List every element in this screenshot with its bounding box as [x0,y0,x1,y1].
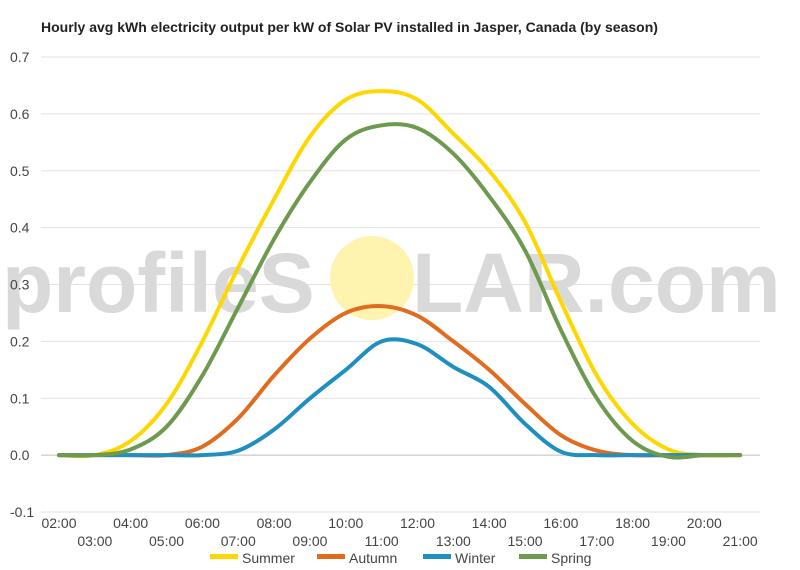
legend-item-autumn[interactable]: Autumn [317,550,397,566]
legend-swatch [317,554,345,559]
chart-title: Hourly avg kWh electricity output per kW… [41,19,658,35]
x-tick-label: 11:00 [365,533,399,549]
legend-swatch [423,554,451,559]
legend-swatch [519,554,547,559]
y-tick-label: 0.6 [10,106,30,122]
x-tick-label: 07:00 [221,533,256,549]
legend[interactable]: Summer Autumn Winter Spring [210,550,591,566]
x-tick-label: 03:00 [77,533,112,549]
y-tick-label: 0.4 [10,220,30,236]
legend-label: Winter [455,550,496,566]
legend-label: Spring [551,550,591,566]
series-lines [57,89,743,460]
series-line-summer [57,89,743,459]
y-tick-label: 0.2 [10,333,30,349]
x-tick-label: 17:00 [579,533,614,549]
x-tick-label: 05:00 [149,533,184,549]
x-tick-label: 13:00 [436,533,471,549]
x-tick-label: 20:00 [687,515,722,531]
series-line-winter [57,337,743,458]
watermark: profileS LAR.com [2,236,781,330]
legend-item-summer[interactable]: Summer [210,550,295,566]
y-tick-label: 0.3 [10,277,30,293]
x-axis-ticks: 02:0003:0004:0005:0006:0007:0008:0009:00… [41,515,757,549]
x-tick-label: 04:00 [113,515,148,531]
y-axis-ticks: -0.1 0.0 0.1 0.2 0.3 0.4 0.5 0.6 0.7 [10,49,34,520]
x-tick-label: 18:00 [615,515,650,531]
x-tick-label: 19:00 [651,533,686,549]
legend-label: Summer [242,550,295,566]
watermark-text-before: profileS [2,236,315,330]
y-tick-label: 0.1 [10,390,30,406]
x-tick-label: 21:00 [723,533,758,549]
legend-item-spring[interactable]: Spring [519,550,591,566]
x-tick-label: 14:00 [472,515,507,531]
watermark-text-after: LAR.com [412,236,781,330]
x-tick-label: 08:00 [257,515,292,531]
x-tick-label: 12:00 [400,515,435,531]
x-tick-label: 16:00 [543,515,578,531]
legend-label: Autumn [349,550,397,566]
y-tick-label: 0.0 [10,447,30,463]
x-tick-label: 09:00 [292,533,327,549]
y-tick-label: -0.1 [10,504,34,520]
x-tick-label: 15:00 [508,533,543,549]
watermark-sun-icon [330,236,414,320]
legend-item-winter[interactable]: Winter [423,550,496,566]
x-tick-label: 02:00 [41,515,76,531]
x-tick-label: 10:00 [328,515,363,531]
legend-swatch [210,554,238,559]
y-tick-label: 0.7 [10,49,30,65]
x-tick-label: 06:00 [185,515,220,531]
series-line-spring [57,122,743,460]
y-tick-label: 0.5 [10,163,30,179]
